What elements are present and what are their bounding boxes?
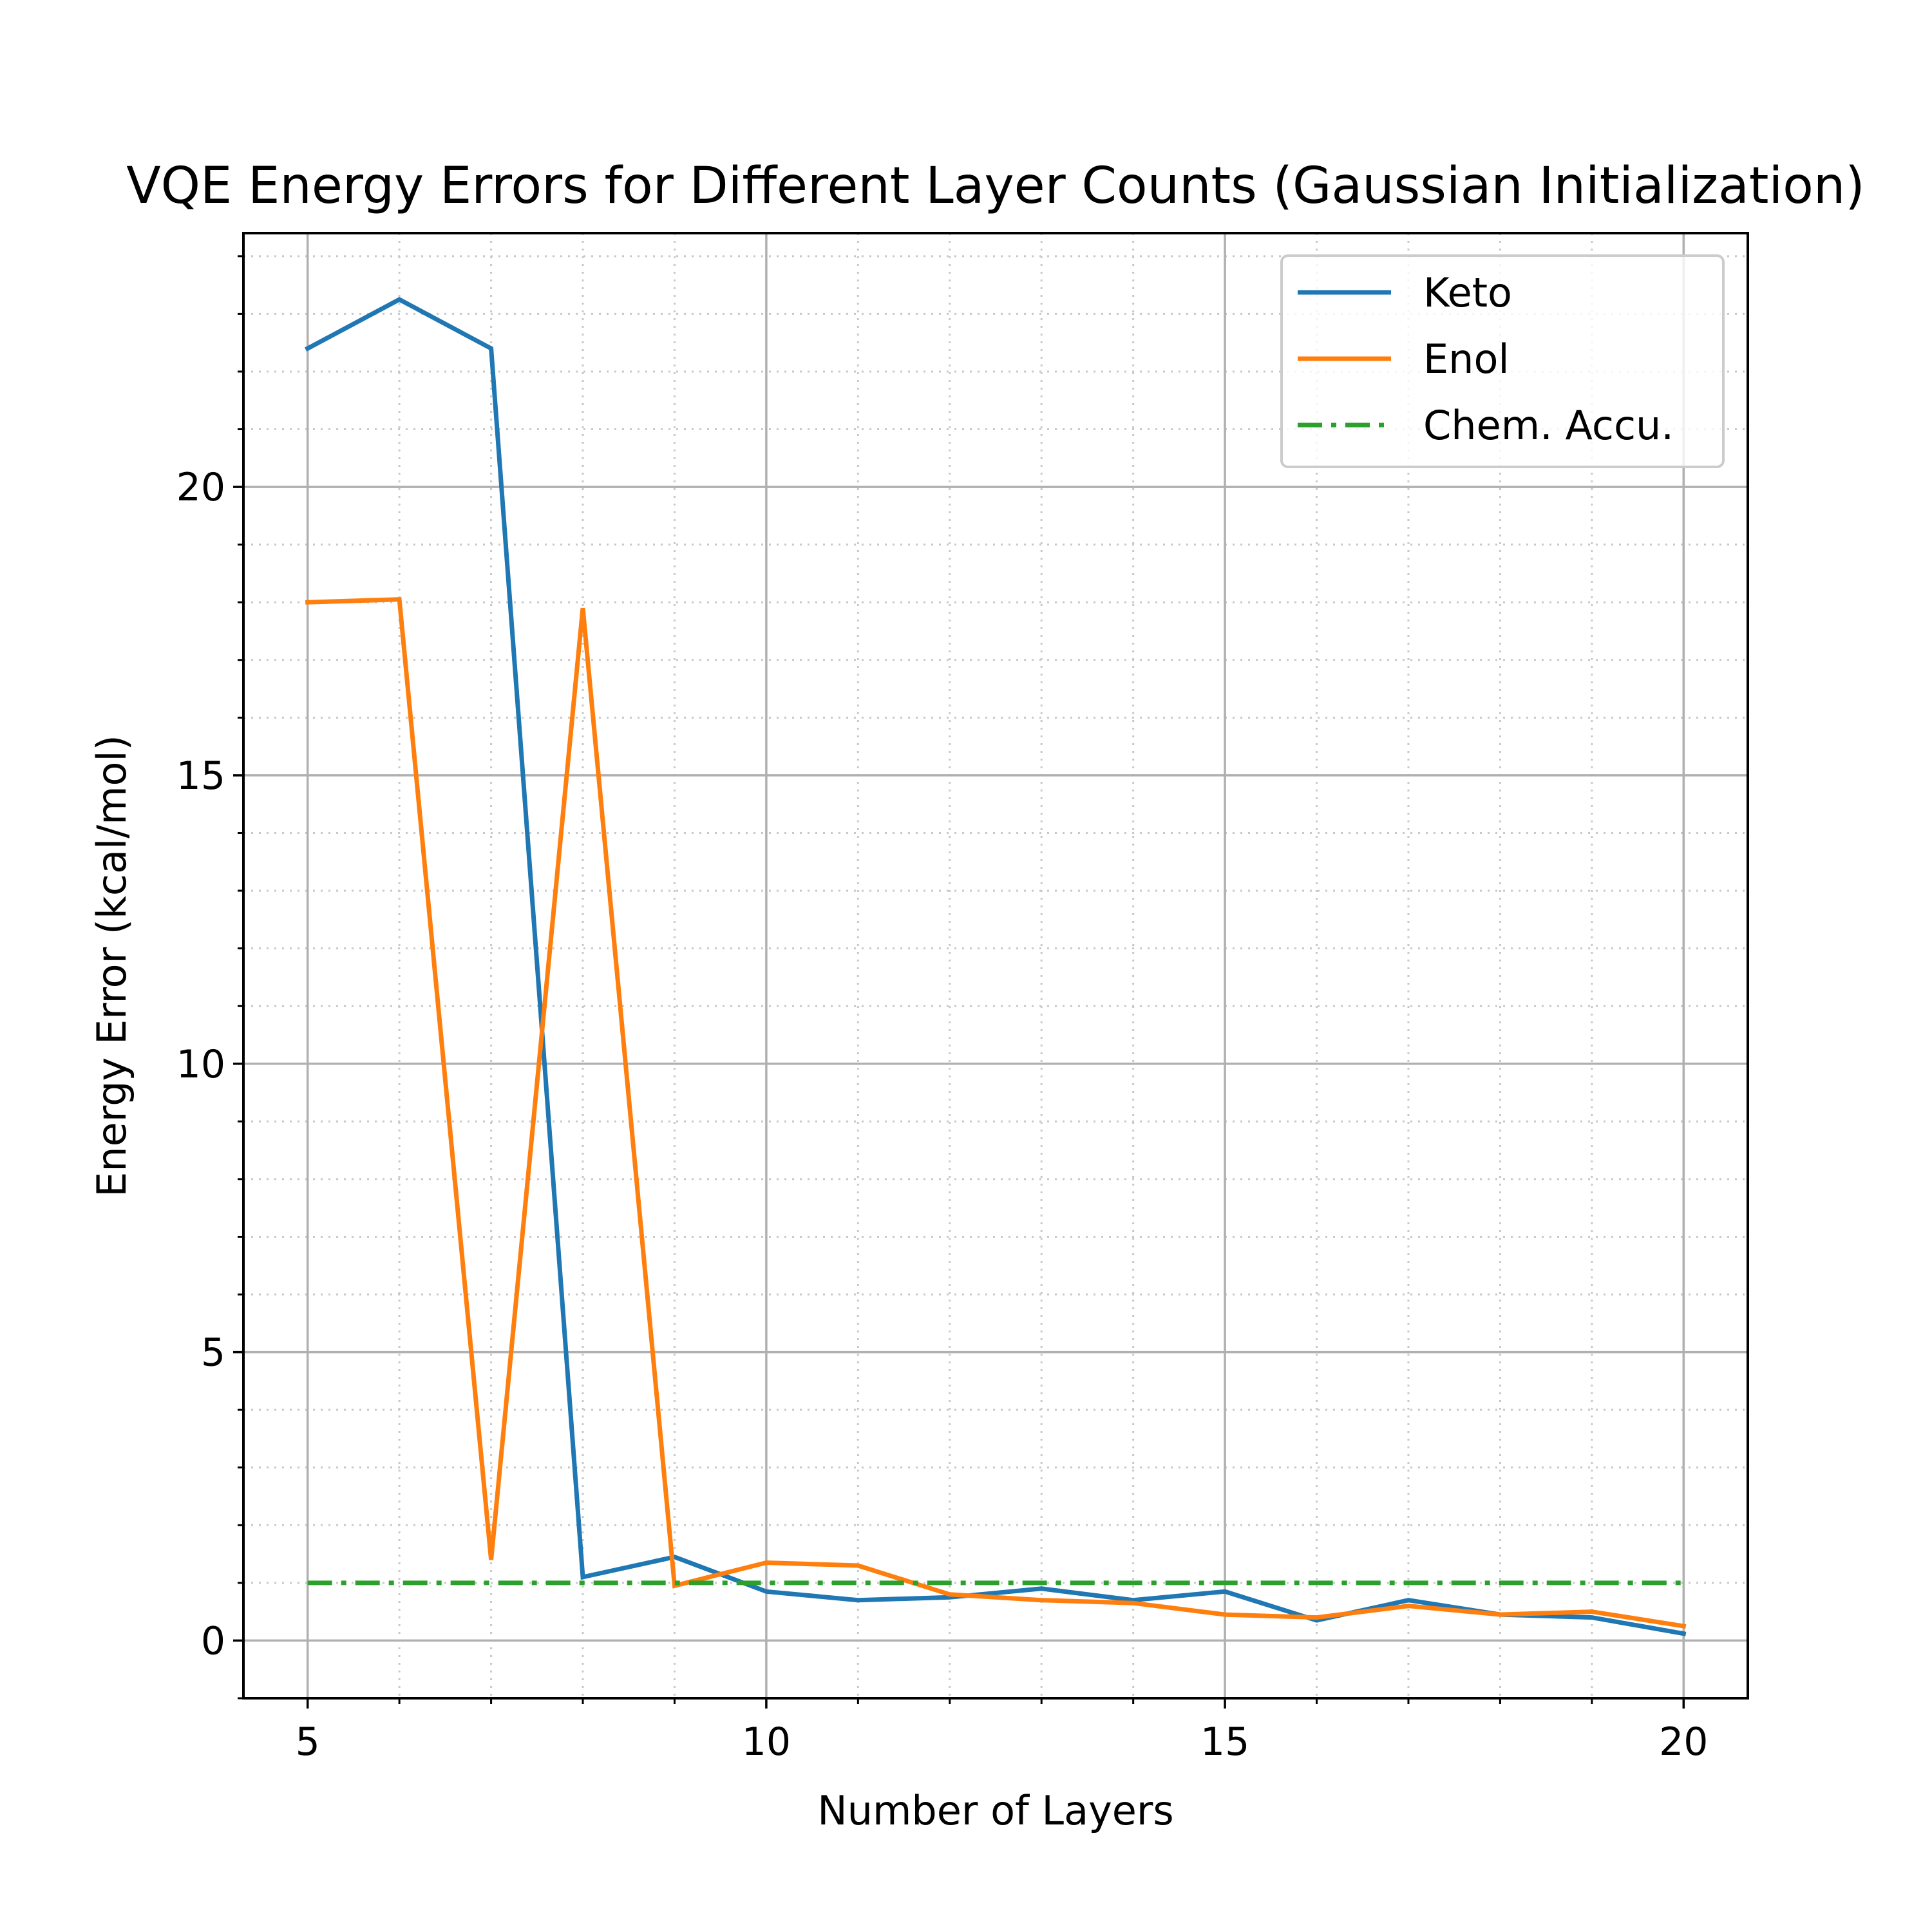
ticks (233, 255, 1685, 1709)
y-tick-label: 5 (201, 1331, 225, 1376)
legend-label: Keto (1423, 269, 1512, 316)
plot-background (243, 233, 1748, 1698)
legend-entries: Keto Enol Chem. Accu. (1298, 269, 1674, 449)
legend-label: Enol (1423, 336, 1510, 383)
series-line-keto (304, 297, 1687, 1636)
x-tick-label: 5 (296, 1719, 320, 1765)
x-tick-label: 15 (1200, 1719, 1249, 1765)
chart-title: VQE Energy Errors for Different Layer Co… (126, 157, 1864, 215)
legend: Keto Enol Chem. Accu. (1280, 254, 1725, 468)
legend-label: Chem. Accu. (1423, 402, 1674, 449)
tick-labels: 5 10 15 20 0 5 10 15 20 (176, 465, 1709, 1765)
y-tick-label: 0 (201, 1618, 225, 1663)
x-axis-label: Number of Layers (817, 1787, 1173, 1834)
major-grid (243, 233, 1748, 1698)
series-layer (304, 297, 1687, 1636)
x-tick-label: 20 (1659, 1719, 1708, 1765)
plot-frame (242, 232, 1749, 1700)
legend-box (1280, 254, 1725, 468)
y-axis-label: Energy Error (kcal/mol) (88, 735, 135, 1197)
series-line-enol (305, 597, 1687, 1629)
y-tick-label: 20 (176, 465, 225, 510)
y-tick-label: 10 (176, 1042, 225, 1087)
x-tick-label: 10 (742, 1719, 791, 1765)
y-tick-label: 15 (176, 753, 225, 799)
